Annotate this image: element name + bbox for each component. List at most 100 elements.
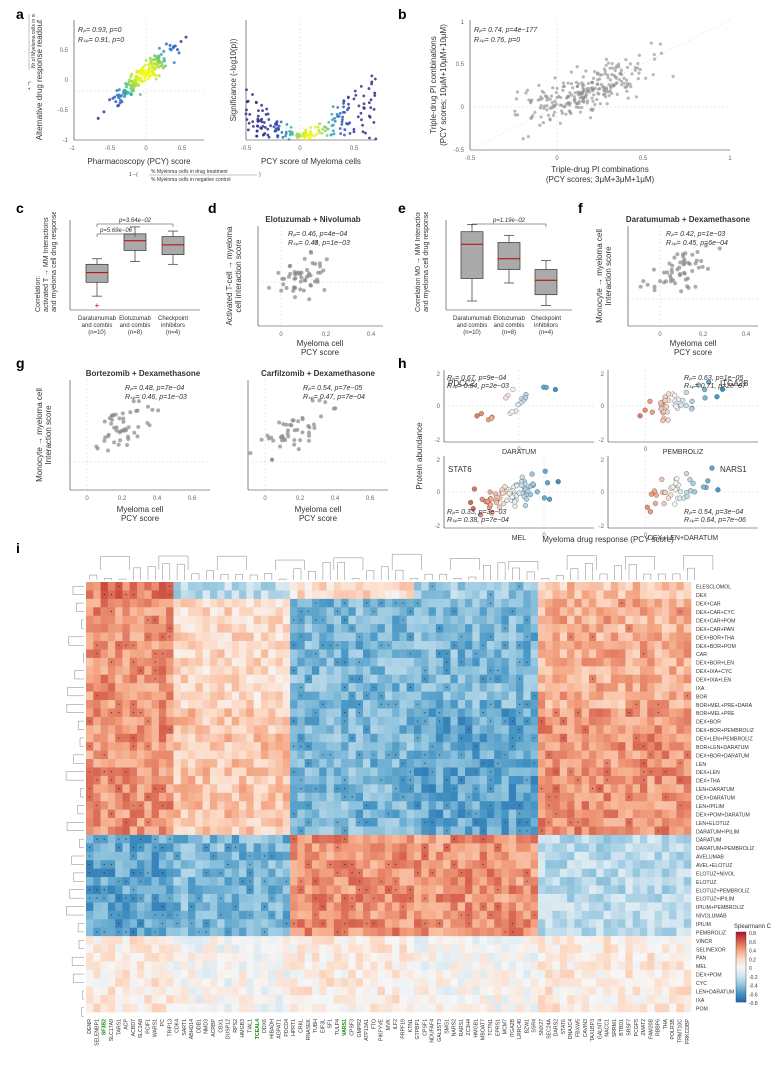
colorbar: 0.80.60.40.20-0.2-0.4-0.6-0.8Spearmann C… [734,924,771,1007]
svg-text:Rₛₚ= 0.76, p=0: Rₛₚ= 0.76, p=0 [474,37,520,44]
svg-text:Monocyte → myeloma cell: Monocyte → myeloma cell [595,229,604,323]
svg-text:-2: -2 [599,524,605,530]
panel-label-a: a [16,6,24,22]
svg-text:Rₛₚ= 0.38, p=7e−04: Rₛₚ= 0.38, p=7e−04 [447,517,509,524]
svg-text:Carfilzomib + Dexamethasone: Carfilzomib + Dexamethasone [261,369,376,378]
svg-text:0.2: 0.2 [322,332,331,338]
svg-text:Correlation M0 → MM Interactio: Correlation M0 → MM Interactionsand myel… [415,212,430,312]
svg-text:0.2: 0.2 [296,496,305,502]
svg-text:Rₛₚ= 0.45, p=6e−04: Rₛₚ= 0.45, p=6e−04 [666,240,728,247]
svg-text:Myeloma cell: Myeloma cell [117,505,164,514]
svg-text:0: 0 [555,156,559,162]
svg-text:inhibitors: inhibitors [161,323,185,329]
svg-text:0.2: 0.2 [699,332,708,338]
svg-text:-2: -2 [435,438,441,444]
svg-text:Triple-drug PI combinations: Triple-drug PI combinations [429,36,438,134]
svg-text:PCY score: PCY score [674,348,713,357]
panel-c: +Daratumumaband combis(n=10)Elotuzumaban… [28,212,208,357]
panel-a: Rₚ= 0.93, p=0 Rₛₚ= 0.91, p=0 -1-0.500.5 … [28,14,388,194]
svg-text:0.6: 0.6 [188,496,197,502]
svg-text:(n=4): (n=4) [539,330,553,336]
panel-e: Daratumumaband combis(n=10)Elotuzumaband… [408,212,583,357]
a-left-stat1: Rₚ= 0.93, p=0 [78,27,122,34]
svg-text:0: 0 [298,146,302,152]
panel-f: Daratumumab + Dexamethasone Rₚ= 0.42, p=… [588,212,768,357]
svg-text:Myeloma cell: Myeloma cell [297,339,344,348]
a-right-ylabel: Significance (-log10(p)) [229,38,238,121]
svg-text:Daratumumab: Daratumumab [78,316,117,322]
svg-text:0: 0 [65,78,69,84]
svg-text:Rₛₚ= 0.64, p=7e−06: Rₛₚ= 0.64, p=7e−06 [684,517,746,524]
svg-text:inhibitors: inhibitors [534,323,558,329]
svg-text:p=5.69e−06: p=5.69e−06 [99,228,133,234]
svg-text:-2: -2 [599,438,605,444]
svg-text:0: 0 [461,105,465,111]
svg-text:Rₛₚ= 0.43, p=1e−03: Rₛₚ= 0.43, p=1e−03 [288,240,350,247]
svg-text:p=3.64e−02: p=3.64e−02 [118,218,152,224]
svg-text:-0.5: -0.5 [454,148,465,154]
a-right-xlabel: PCY score of Myeloma cells [261,157,361,166]
a-left-stat2: Rₛₚ= 0.91, p=0 [78,37,124,44]
svg-text:(PCY scores; 10μM+10μM+10μM): (PCY scores; 10μM+10μM+10μM) [439,24,448,146]
svg-text:Rₚ= 0.54, p=7e−05: Rₚ= 0.54, p=7e−05 [303,385,362,392]
svg-text:0: 0 [263,496,267,502]
svg-text:Protein abundance: Protein abundance [415,422,424,490]
svg-text:0.4: 0.4 [331,496,340,502]
svg-text:Correlation:activated T → MM I: Correlation:activated T → MM Interaction… [35,212,58,312]
svg-text:Activated T-cell → myeloma: Activated T-cell → myeloma [225,226,234,326]
svg-text:and combis: and combis [82,323,113,329]
svg-text:(PCY scores; 3μM+3μM+1μM): (PCY scores; 3μM+3μM+1μM) [546,175,655,184]
svg-text:0.2: 0.2 [118,496,127,502]
svg-text:-0.5: -0.5 [465,156,476,162]
svg-text:1 −(: 1 −( [28,81,32,90]
svg-text:cell interaction score: cell interaction score [234,239,243,312]
svg-text:Myeloma cell: Myeloma cell [295,505,342,514]
svg-text:0: 0 [144,146,148,152]
svg-text:PCY score: PCY score [121,514,160,523]
svg-text:0.4: 0.4 [367,332,376,338]
svg-text:2: 2 [437,372,441,378]
svg-text:0: 0 [85,496,89,502]
svg-text:Monocyte → myeloma cell: Monocyte → myeloma cell [35,388,44,482]
panel-label-g: g [16,355,25,371]
svg-text:and combis: and combis [120,323,151,329]
svg-text:Rₚ= 0.48, p=7e−04: Rₚ= 0.48, p=7e−04 [125,385,184,392]
svg-text:0.5: 0.5 [178,146,187,152]
svg-text:Daratumumab + Dexamethasone: Daratumumab + Dexamethasone [626,215,751,224]
svg-text:ITGA2B: ITGA2B [720,379,748,388]
svg-text:0.5: 0.5 [456,62,465,68]
svg-text:-1: -1 [63,138,69,144]
svg-text:1: 1 [461,20,465,26]
svg-text:NARS1: NARS1 [720,465,747,474]
svg-text:0: 0 [601,404,605,410]
svg-text:-2: -2 [435,524,441,530]
svg-text:MEL: MEL [512,535,527,542]
svg-text:and combis: and combis [457,323,488,329]
svg-text:% Myeloma cells in negative co: % Myeloma cells in negative control [151,177,230,183]
svg-text:0: 0 [644,447,648,453]
panel-label-d: d [208,200,217,216]
svg-text:Nr of Myeloma cells in negativ: Nr of Myeloma cells in negative control [31,14,37,68]
svg-text:STAT6: STAT6 [448,465,472,474]
svg-text:(n=4): (n=4) [166,330,180,336]
svg-text:0: 0 [437,490,441,496]
panel-h: Rₚ= 0.67, p=9e−04Rₛₚ= 0.64, p=2e−03PDCC2… [408,366,773,546]
svg-text:Triple-drug PI combinations: Triple-drug PI combinations [551,165,649,174]
svg-text:(n=10): (n=10) [88,330,106,336]
svg-text:Rₚ= 0.54, p=3e−04: Rₚ= 0.54, p=3e−04 [684,509,743,516]
svg-text:+: + [95,301,100,310]
svg-text:0.4: 0.4 [153,496,162,502]
svg-text:Rₛₚ= 0.47, p=7e−04: Rₛₚ= 0.47, p=7e−04 [303,394,365,401]
svg-text:0: 0 [437,404,441,410]
svg-text:Checkpoint: Checkpoint [158,316,188,322]
svg-text:1 −(: 1 −( [129,172,138,178]
svg-text:0: 0 [601,490,605,496]
panel-label-e: e [398,200,406,216]
svg-text:Rₛₚ= 0.46, p=1e−03: Rₛₚ= 0.46, p=1e−03 [125,394,187,401]
panel-label-h: h [398,355,407,371]
svg-text:Elotuzumab + Nivolumab: Elotuzumab + Nivolumab [265,215,360,224]
svg-text:0.5: 0.5 [60,48,69,54]
svg-text:): ) [259,172,261,178]
svg-text:Interaction score: Interaction score [44,405,53,465]
svg-text:Interaction score: Interaction score [604,246,613,306]
